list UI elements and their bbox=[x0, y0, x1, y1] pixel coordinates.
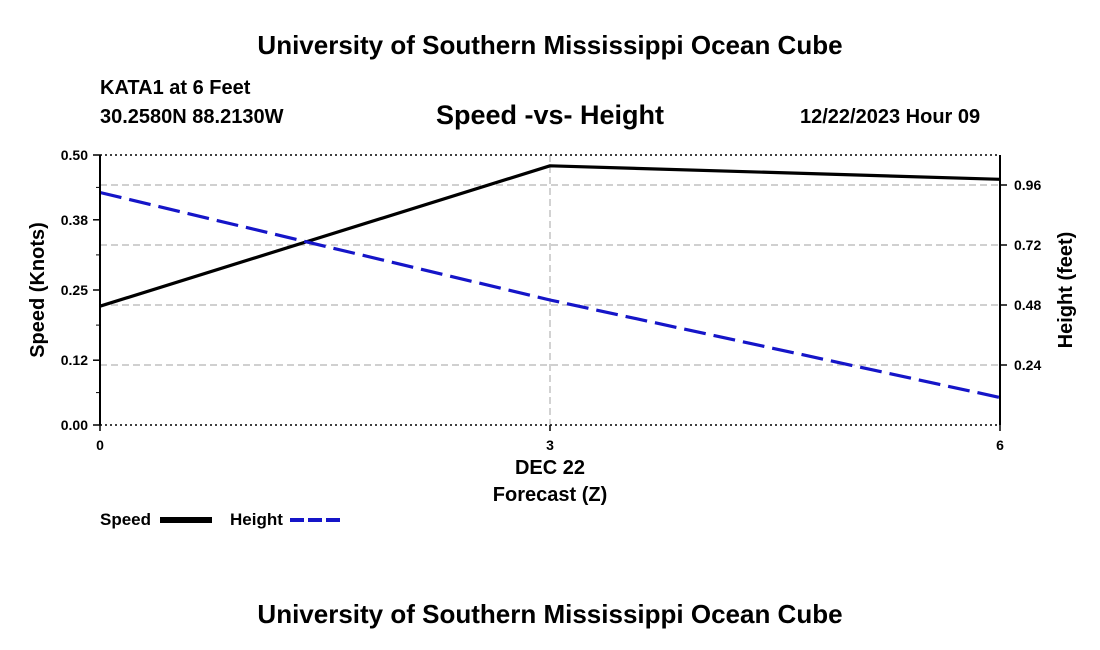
y-right-tick-label-3: 0.96 bbox=[1014, 177, 1041, 193]
legend-label-height: Height bbox=[230, 510, 283, 529]
y-right-tick-label-1: 0.48 bbox=[1014, 297, 1041, 313]
header-title: University of Southern Mississippi Ocean… bbox=[257, 30, 843, 60]
y-left-tick-label-1: 0.12 bbox=[61, 352, 88, 368]
y-left-tick-label-4: 0.50 bbox=[61, 147, 88, 163]
plot-frame bbox=[93, 154, 1007, 431]
forecast-timestamp: 12/22/2023 Hour 09 bbox=[800, 106, 981, 128]
y-axis-left-title: Speed (Knots) bbox=[27, 222, 49, 358]
axis-labels: DEC 22 Forecast (Z) Speed (Knots) Height… bbox=[27, 147, 1077, 506]
x-tick-label-0: 0 bbox=[96, 437, 104, 453]
x-tick-label-2: 6 bbox=[996, 437, 1004, 453]
legend: Speed Height bbox=[100, 510, 342, 529]
station-coordinates: 30.2580N 88.2130W bbox=[100, 106, 284, 128]
speed-height-chart: DEC 22 Forecast (Z) Speed (Knots) Height… bbox=[27, 147, 1077, 529]
footer-title: University of Southern Mississippi Ocean… bbox=[257, 599, 843, 629]
x-date-label: DEC 22 bbox=[515, 457, 585, 479]
y-left-tick-label-2: 0.25 bbox=[61, 282, 88, 298]
station-label: KATA1 at 6 Feet bbox=[100, 77, 251, 99]
y-right-tick-label-0: 0.24 bbox=[1014, 357, 1041, 373]
y-left-tick-label-0: 0.00 bbox=[61, 417, 88, 433]
x-tick-label-1: 3 bbox=[546, 437, 554, 453]
x-axis-title: Forecast (Z) bbox=[493, 484, 607, 506]
y-axis-right-title: Height (feet) bbox=[1055, 232, 1077, 349]
grid-lines bbox=[100, 155, 1000, 425]
legend-label-speed: Speed bbox=[100, 510, 151, 529]
y-left-tick-label-3: 0.38 bbox=[61, 212, 88, 228]
chart-title: Speed -vs- Height bbox=[435, 100, 665, 130]
y-right-tick-label-2: 0.72 bbox=[1014, 237, 1041, 253]
